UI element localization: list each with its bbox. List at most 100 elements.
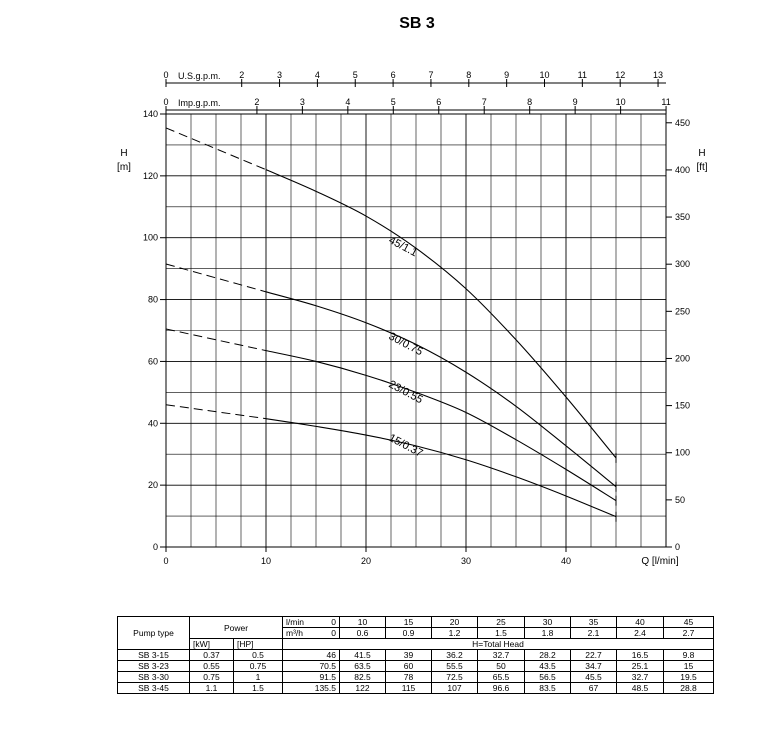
y-left-tick-label: 120: [143, 171, 158, 181]
y-right-tick-label: 150: [675, 401, 690, 411]
curve-45/1.1: [265, 169, 617, 459]
head-cell: 43.5: [524, 660, 571, 672]
lmin-0: 0: [311, 616, 340, 628]
pump-type-cell: SB 3-15: [117, 649, 190, 661]
y-right-tick-label: 350: [675, 212, 690, 222]
head-header: H=Total Head: [282, 638, 714, 650]
chart-title: SB 3: [399, 15, 435, 32]
head-cell: 122: [339, 682, 386, 694]
head-cell: 91.5: [282, 671, 340, 683]
kw-cell: 1.1: [189, 682, 234, 694]
head-cell: 56.5: [524, 671, 571, 683]
unit-lmin: l/min: [282, 616, 312, 628]
plot-frame: [165, 113, 667, 548]
head-cell: 16.5: [616, 649, 664, 661]
head-cell: 135.5: [282, 682, 340, 694]
x-tick-label: 20: [361, 556, 371, 566]
y-right-tick-label: 100: [675, 448, 690, 458]
performance-table: Pump type Power l/min 0 10 15 20 25 30 3…: [117, 616, 714, 694]
y-right-tick-label: 300: [675, 259, 690, 269]
impgpm-axis-label: Imp.g.p.m.: [178, 98, 221, 108]
impgpm-tick-label: 11: [661, 97, 670, 107]
impgpm-tick-label: 2: [254, 97, 259, 107]
m3h-1.8: 1.8: [524, 627, 571, 639]
head-cell: 9.8: [663, 649, 714, 661]
lmin-35: 35: [570, 616, 617, 628]
head-cell: 115: [385, 682, 432, 694]
head-cell: 63.5: [339, 660, 386, 672]
impgpm-tick-label: 7: [482, 97, 487, 107]
lmin-40: 40: [616, 616, 664, 628]
usgpm-tick-label: 6: [391, 70, 396, 80]
y-right-tick-label: 450: [675, 118, 690, 128]
curve-dashed-45/1.1: [165, 127, 267, 171]
pump-type-cell: SB 3-23: [117, 660, 190, 672]
head-cell: 19.5: [663, 671, 714, 683]
y-left-tick-label: 0: [153, 542, 158, 552]
impgpm-tick-label: 4: [345, 97, 350, 107]
impgpm-tick-label: 6: [436, 97, 441, 107]
x-tick-label: 0: [163, 556, 168, 566]
curve-dashed-23/0.55: [165, 328, 267, 352]
hp-cell: 0.75: [233, 660, 283, 672]
hp-cell: 1.5: [233, 682, 283, 694]
lmin-10: 10: [339, 616, 386, 628]
head-cell: 78: [385, 671, 432, 683]
usgpm-tick-label: 5: [353, 70, 358, 80]
table-header-row-1: Pump type Power l/min 0 10 15 20 25 30 3…: [117, 616, 714, 650]
m3h-2.1: 2.1: [570, 627, 617, 639]
head-cell: 50: [477, 660, 525, 672]
head-cell: 72.5: [431, 671, 478, 683]
y-right-tick-label: 250: [675, 306, 690, 316]
curve-label-30/0.75: 30/0.75: [387, 330, 425, 358]
table-row: SB 3-23 0.55 0.75 70.5 63.5 60 55.5 50 43.5 34.7 2…: [117, 660, 714, 672]
pump-type-cell: SB 3-30: [117, 671, 190, 683]
unit-kw: [kW]: [189, 638, 234, 650]
head-cell: 46: [282, 649, 340, 661]
usgpm-tick-label: 4: [315, 70, 320, 80]
head-cell: 15: [663, 660, 714, 672]
y-right-axis-unit: [ft]: [696, 162, 707, 173]
head-cell: 65.5: [477, 671, 525, 683]
hp-cell: 1: [233, 671, 283, 683]
usgpm-tick-label: 13: [653, 70, 663, 80]
m3h-0.6: 0.6: [339, 627, 386, 639]
curve-dashed-15/0.37: [165, 404, 267, 420]
m3h-1.2: 1.2: [431, 627, 478, 639]
x-tick-label: 10: [261, 556, 271, 566]
usgpm-tick-label: 8: [466, 70, 471, 80]
head-cell: 41.5: [339, 649, 386, 661]
head-cell: 83.5: [524, 682, 571, 694]
head-cell: 70.5: [282, 660, 340, 672]
head-cell: 32.7: [616, 671, 664, 683]
impgpm-tick-label: 5: [391, 97, 396, 107]
unit-m3h: m³/h: [282, 627, 312, 639]
usgpm-tick-label: 3: [277, 70, 282, 80]
y-left-tick-label: 140: [143, 109, 158, 119]
table-row: SB 3-30 0.75 1 91.5 82.5 78 72.5 65.5 56.5 45.5 32…: [117, 671, 714, 683]
m3h-2.7: 2.7: [663, 627, 714, 639]
head-cell: 45.5: [570, 671, 617, 683]
m3h-2.4: 2.4: [616, 627, 664, 639]
m3h-0.9: 0.9: [385, 627, 432, 639]
table-header-row-3: [kW] [HP] H=Total Head: [118, 638, 714, 650]
y-right-axis-title: H: [698, 148, 705, 159]
usgpm-tick-label: 2: [239, 70, 244, 80]
pump-type-cell: SB 3-45: [117, 682, 190, 694]
lmin-20: 20: [431, 616, 478, 628]
head-cell: 32.7: [477, 649, 525, 661]
curve-23/0.55: [265, 350, 617, 502]
y-left-tick-label: 80: [148, 295, 158, 305]
table-row: SB 3-45 1.1 1.5 135.5 122 115 107 96.6 83.5 67 48.…: [117, 682, 714, 694]
curve-dashed-30/0.75: [165, 263, 267, 293]
lmin-10-value: 10: [357, 617, 368, 627]
table-row: SB 3-15 0.37 0.5 46 41.5 39 36.2 32.7 28.2 22.7 16…: [117, 649, 714, 661]
lmin-30: 30: [524, 616, 571, 628]
y-left-axis-title: H: [120, 148, 127, 159]
head-cell: 22.7: [570, 649, 617, 661]
y-left-tick-label: 100: [143, 233, 158, 243]
lmin-25: 25: [477, 616, 525, 628]
head-cell: 55.5: [431, 660, 478, 672]
unit-hp: [HP]: [233, 638, 283, 650]
